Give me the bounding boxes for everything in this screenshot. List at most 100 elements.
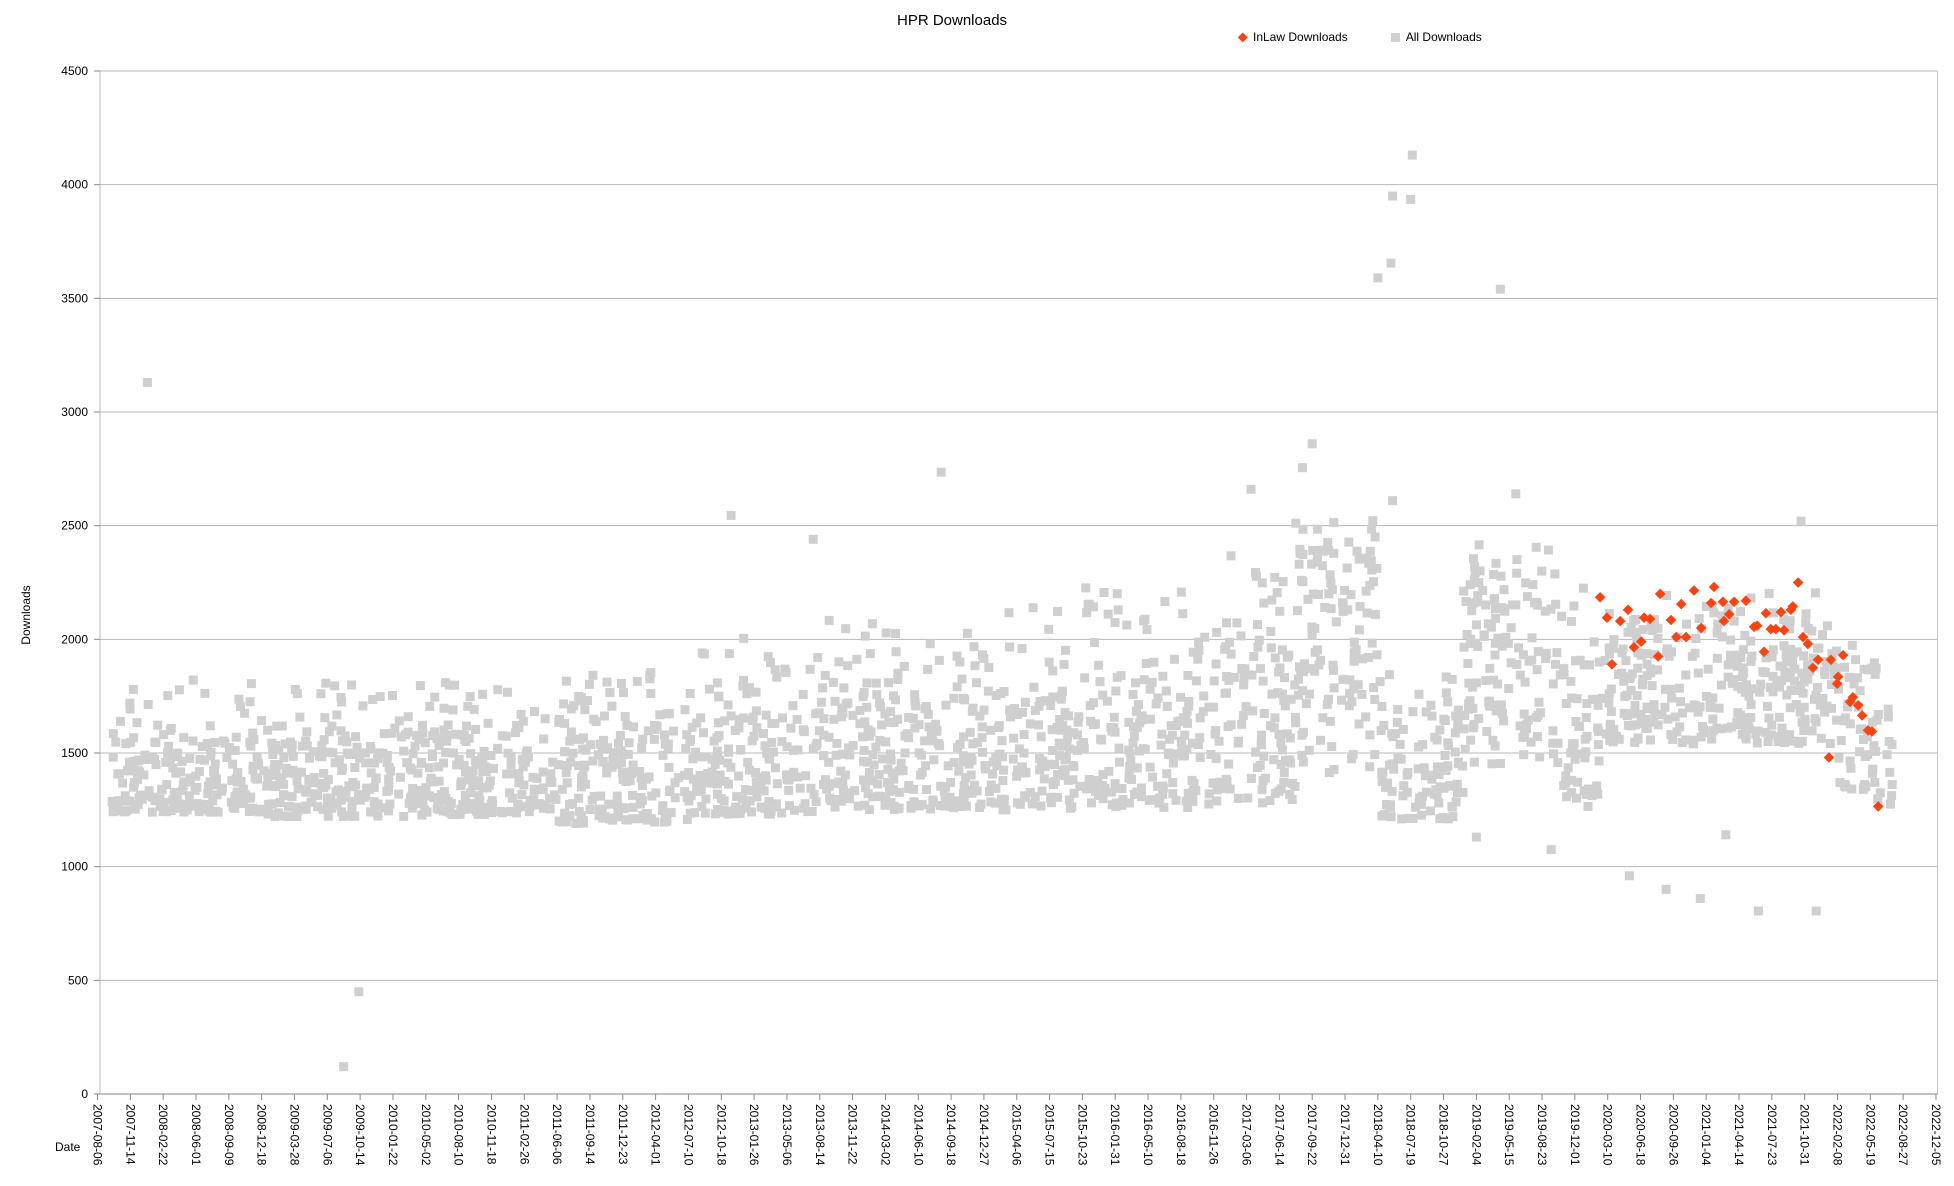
data-point-square xyxy=(176,767,186,777)
data-point-square xyxy=(1384,670,1394,680)
data-point-square xyxy=(1275,663,1285,673)
data-point-square xyxy=(1887,740,1897,750)
data-point-square xyxy=(1581,789,1591,799)
data-point-square xyxy=(1532,665,1542,675)
data-point-square xyxy=(952,651,962,661)
data-point-square xyxy=(1549,749,1558,759)
data-point-square xyxy=(1493,679,1503,689)
data-point-square xyxy=(1578,583,1588,593)
data-point-square xyxy=(1282,729,1292,739)
data-point-square xyxy=(891,629,900,638)
data-point-square xyxy=(519,780,529,790)
data-point-square xyxy=(399,746,409,756)
data-point-square xyxy=(751,687,761,697)
data-point-square xyxy=(1459,724,1469,734)
data-point-square xyxy=(538,767,548,777)
data-point-square xyxy=(1885,767,1895,777)
data-point-square xyxy=(565,736,575,746)
data-point-square xyxy=(1534,697,1544,707)
data-point-square xyxy=(1660,702,1670,712)
data-point-square xyxy=(845,750,855,760)
data-point-square xyxy=(1367,638,1377,648)
data-point-square xyxy=(318,804,328,814)
data-point-square xyxy=(858,732,867,742)
data-point-square xyxy=(1426,700,1436,710)
data-point-square xyxy=(1294,674,1303,684)
data-point-square xyxy=(350,811,360,821)
data-point-square xyxy=(1013,710,1022,719)
data-point-square xyxy=(602,768,612,778)
data-point-square xyxy=(1157,729,1167,739)
data-point-square xyxy=(1528,580,1538,590)
x-tick-label: 2018-04-10 xyxy=(1371,1104,1385,1166)
data-point-square xyxy=(1886,799,1895,809)
data-point-square xyxy=(1183,803,1193,812)
data-point-square xyxy=(1132,722,1142,732)
data-point-square xyxy=(782,774,792,784)
data-point-square xyxy=(1112,589,1122,599)
data-point-square xyxy=(1561,699,1571,708)
data-point-square xyxy=(1158,789,1168,799)
data-point-square xyxy=(1567,739,1577,749)
data-point-square xyxy=(284,802,293,812)
data-point-square xyxy=(1490,604,1500,614)
data-point-square xyxy=(621,815,631,825)
data-point-square xyxy=(1661,884,1671,894)
data-point-square xyxy=(1617,668,1627,678)
data-point-square xyxy=(417,810,427,820)
x-tick-label: 2016-01-31 xyxy=(1108,1104,1122,1166)
data-point-square xyxy=(164,741,174,751)
data-point-square xyxy=(868,792,878,802)
data-point-square xyxy=(337,697,347,707)
data-point-square xyxy=(466,749,476,759)
data-point-square xyxy=(1435,782,1445,792)
data-point-square xyxy=(726,711,736,721)
data-point-square xyxy=(1168,789,1178,799)
data-point-square xyxy=(1122,620,1132,630)
data-point-square xyxy=(547,778,557,787)
data-point-square xyxy=(1061,645,1070,655)
data-point-square xyxy=(843,698,853,708)
data-point-square xyxy=(941,700,951,710)
data-point-square xyxy=(819,730,829,740)
data-point-square xyxy=(1226,649,1236,659)
data-point-square xyxy=(1584,784,1593,794)
data-point-square xyxy=(1619,676,1629,686)
data-point-square xyxy=(1188,787,1198,797)
data-point-square xyxy=(629,722,638,732)
data-point-square xyxy=(704,778,714,788)
data-point-square xyxy=(1633,663,1643,673)
data-point-square xyxy=(1460,711,1470,720)
data-point-square xyxy=(1632,691,1642,701)
data-point-square xyxy=(1583,801,1593,811)
data-point-square xyxy=(617,767,627,777)
data-point-square xyxy=(348,778,358,787)
data-point-square xyxy=(867,619,877,629)
x-axis: 2007-08-06 2007-11-14 2008-02-22 2008-06-01… xyxy=(91,1093,1943,1166)
data-point-square xyxy=(1377,777,1387,786)
data-point-diamond xyxy=(1797,631,1809,643)
data-point-square xyxy=(1883,712,1893,722)
data-point-square xyxy=(899,661,909,671)
data-point-square xyxy=(843,661,853,671)
data-point-square xyxy=(1471,832,1481,842)
data-point-square xyxy=(1788,657,1797,667)
data-point-square xyxy=(1183,670,1193,680)
data-point-square xyxy=(486,751,496,760)
data-point-square xyxy=(1470,562,1480,572)
data-point-square xyxy=(1386,258,1396,268)
data-point-square xyxy=(1830,670,1839,680)
data-point-square xyxy=(347,806,357,816)
data-point-square xyxy=(173,803,183,813)
data-point-square xyxy=(415,681,425,691)
data-point-square xyxy=(509,769,518,779)
data-point-square xyxy=(1299,662,1309,672)
data-point-square xyxy=(1746,593,1756,603)
data-point-square xyxy=(337,787,347,797)
data-point-square xyxy=(1567,617,1576,626)
data-point-square xyxy=(1541,654,1551,663)
data-point-square xyxy=(347,797,357,806)
data-point-square xyxy=(1657,710,1667,720)
data-point-square xyxy=(1526,737,1536,747)
data-point-square xyxy=(1079,738,1089,747)
